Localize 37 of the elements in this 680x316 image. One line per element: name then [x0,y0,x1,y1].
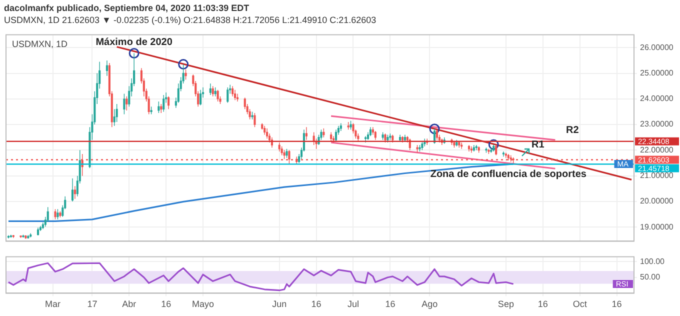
x-tick-label: 16 [161,299,172,310]
x-tick-label: Mayo [192,299,214,310]
chart-title: dacolmanfx publicado, Septiembre 04, 2020 11:03:39 EDT [3,2,250,13]
x-tick-label: 16 [385,299,396,310]
annotation: USDMXN, 1D [12,38,68,49]
y-tick-label: 20.00000 [640,196,674,206]
x-tick-label: Ago [422,299,438,310]
annotation: R2 [566,125,580,136]
y-tick-label: 100.00 [640,256,666,266]
annotation: Zona de confluencia de soportes [430,168,587,180]
point [488,139,499,150]
y-tick-label: 23.00000 [640,120,674,129]
point [128,48,140,59]
x-tick-label: Mar [45,299,61,310]
y-tick-label: 22.00000 [640,145,674,154]
x-tick-label: Sep [498,299,514,310]
x-tick-label: 16 [538,299,548,310]
annotation: Máximo de 2020 [96,37,173,48]
y-tick-label: 21.00000 [640,171,674,180]
x-tick-label: 17 [87,299,98,310]
point [178,59,189,70]
y-tick-label: 25.00000 [640,68,674,78]
x-tick-label: Jul [347,299,360,310]
candlestick [54,208,56,220]
chart-subtitle: USDMXN, 1D 21.62603 ▼ -0.02235 (-0.1%) O:21.64838 H:21.72056 L:21.49910 C:21.62603 [3,14,378,27]
x-tick-label: 16 [612,299,622,310]
y-tick-label: 26.00000 [640,42,674,52]
x-tick-label: 16 [311,299,322,310]
x-tick-label: Abr [122,299,136,310]
candlestick [254,112,256,128]
y-tick-label: 24.00000 [640,94,674,104]
x-tick-label: Oct [572,299,588,310]
annotation: R1 [532,139,545,150]
y-tick-label: 19.00000 [640,222,674,232]
x-tick-label: Jun [272,299,287,310]
point [429,124,440,134]
y-tick-label: 50.00 [640,272,661,282]
